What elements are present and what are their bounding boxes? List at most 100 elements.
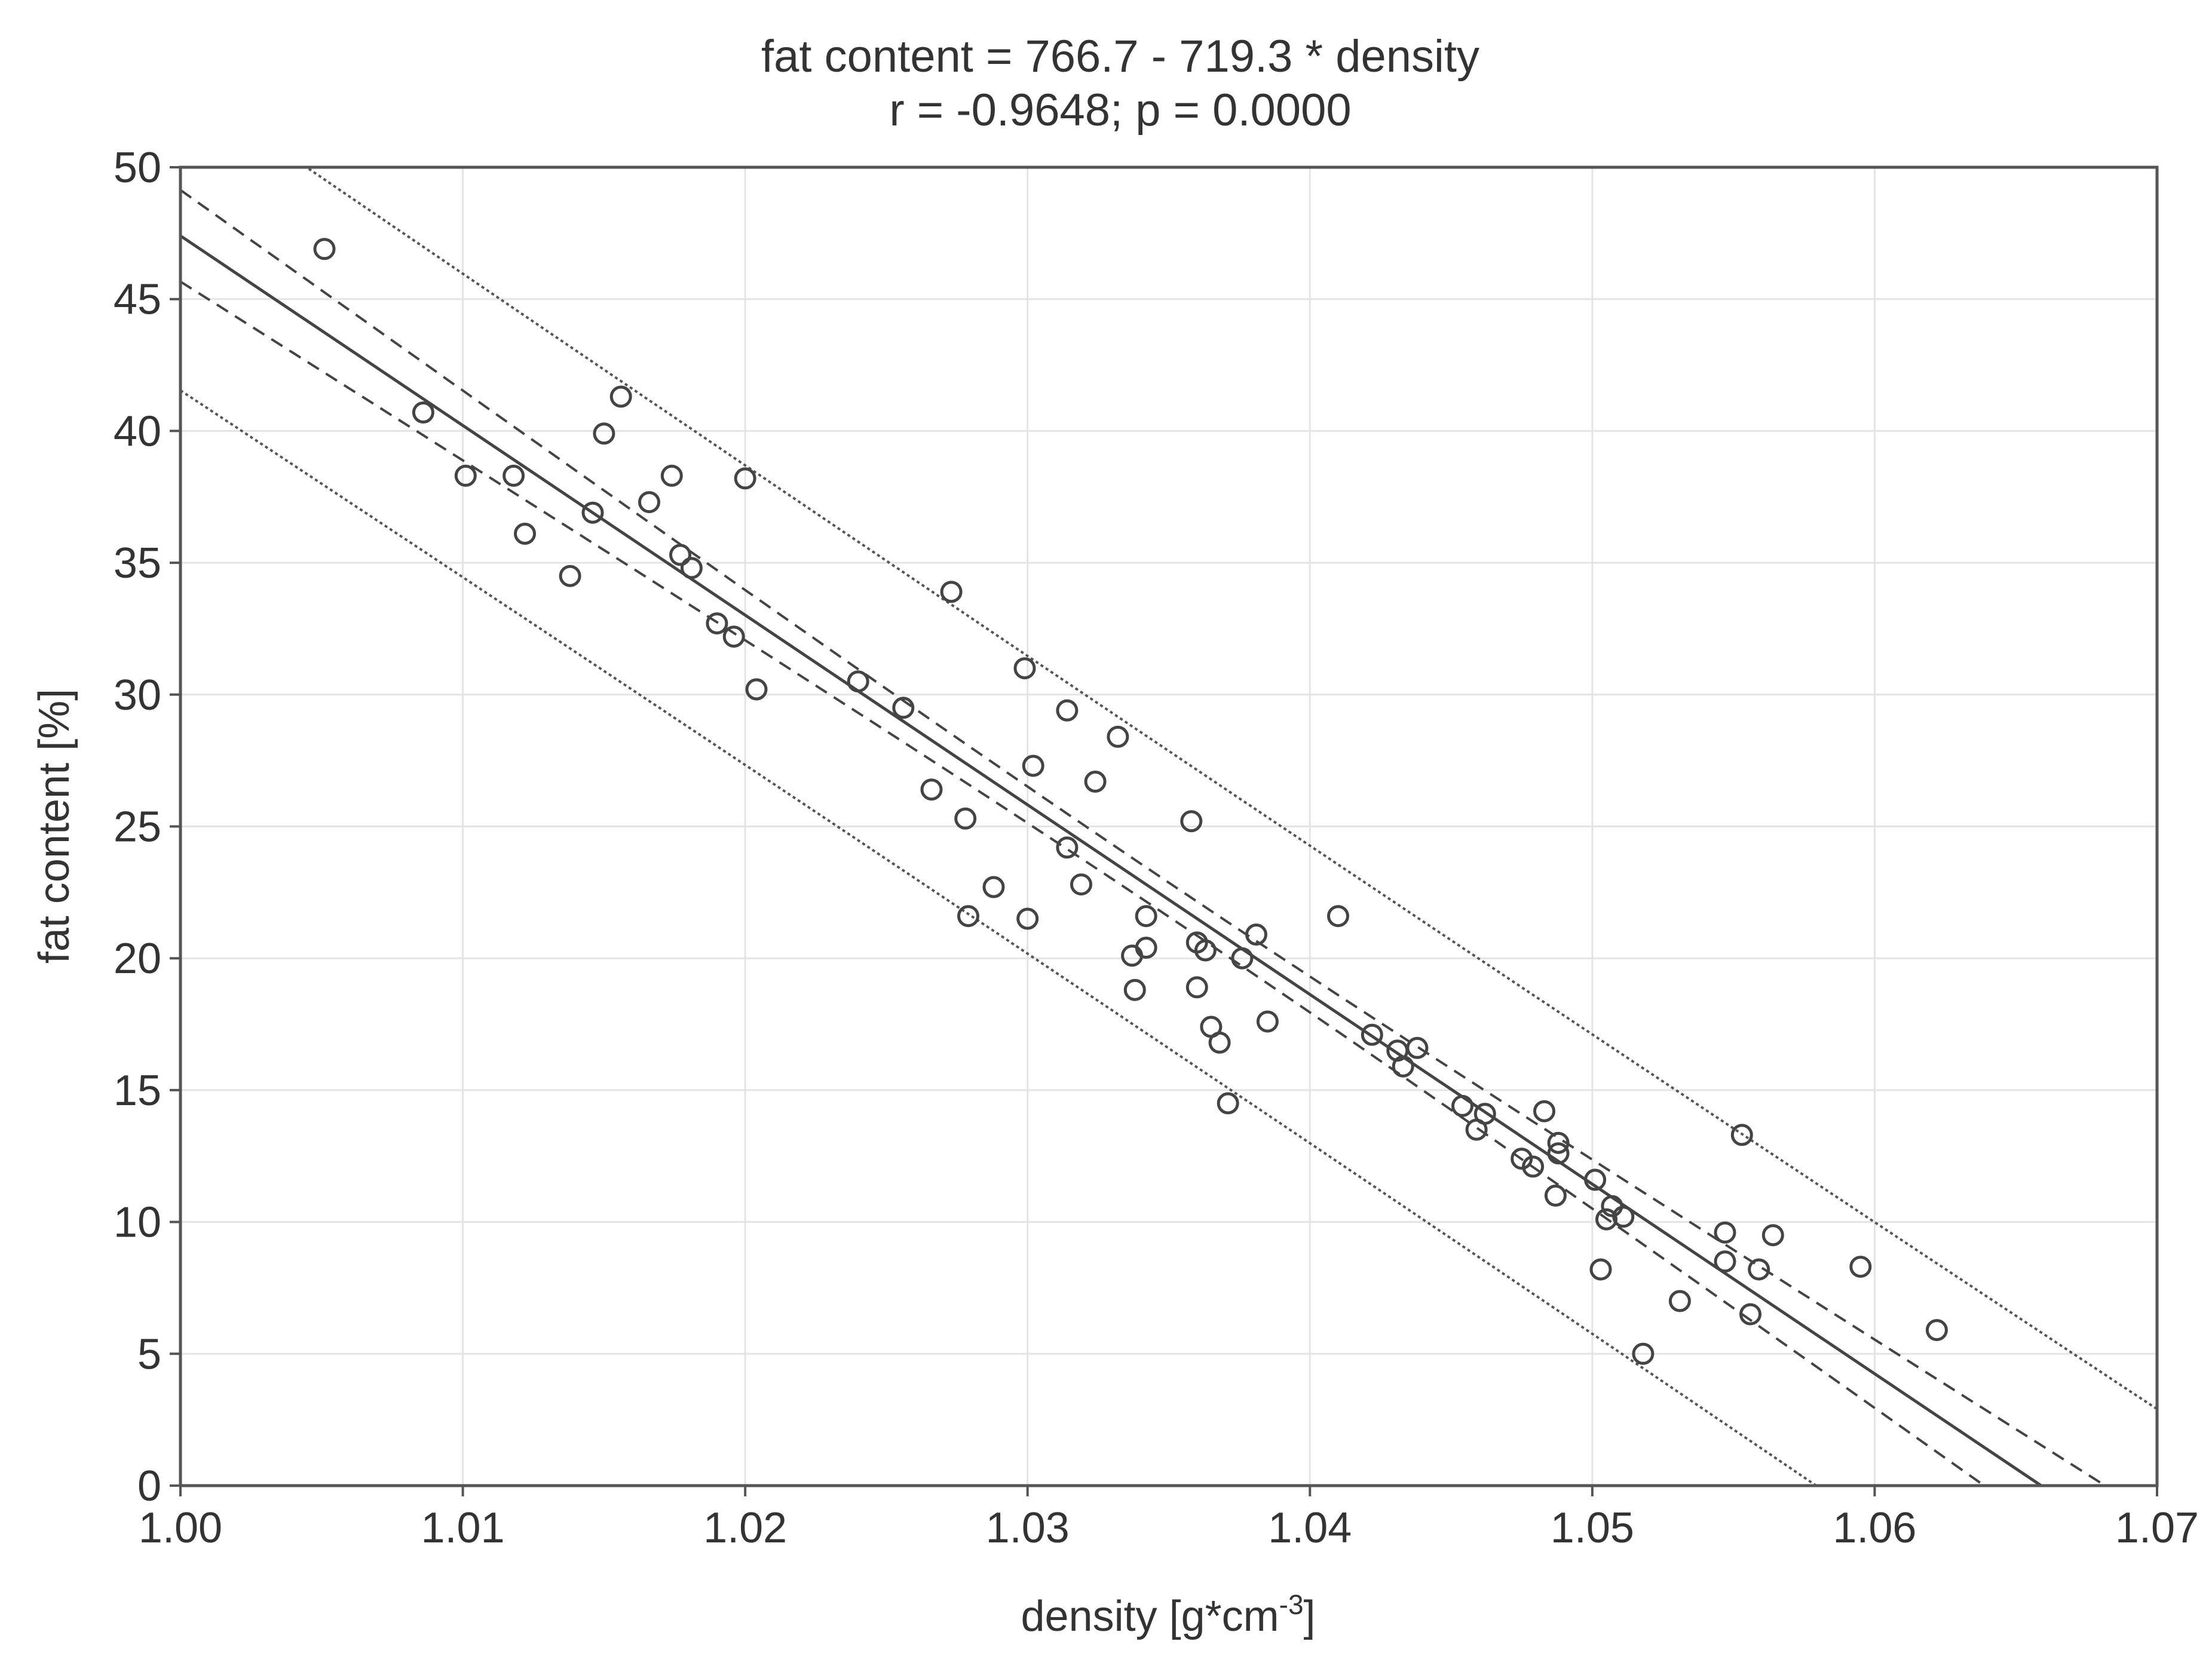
- data-point: [1217, 1092, 1239, 1115]
- data-point: [1544, 1185, 1567, 1207]
- y-tick-label: 30: [114, 671, 161, 719]
- chart-title: fat content = 766.7 - 719.3 * density: [761, 31, 1479, 82]
- data-point: [1730, 1124, 1753, 1146]
- regression-line: [180, 234, 2044, 1486]
- data-point: [1522, 1155, 1545, 1178]
- data-point: [1748, 1258, 1770, 1281]
- data-point: [1194, 939, 1217, 962]
- prediction-band-lower: [180, 389, 1819, 1486]
- data-point: [1107, 725, 1129, 748]
- data-point: [1739, 1303, 1761, 1326]
- data-point: [313, 238, 336, 260]
- y-tick-label: 0: [137, 1462, 161, 1510]
- data-point: [1714, 1221, 1736, 1244]
- y-tick-label: 10: [114, 1199, 161, 1247]
- data-point: [1231, 947, 1254, 970]
- y-tick-label: 5: [137, 1330, 161, 1378]
- data-point: [1761, 1224, 1784, 1247]
- data-point: [1056, 699, 1079, 722]
- prediction-band-upper: [304, 167, 2157, 1410]
- y-tick-label: 50: [114, 144, 161, 192]
- data-point: [503, 464, 525, 487]
- data-point: [514, 523, 536, 545]
- y-axis-label: fat content [%]: [30, 689, 78, 964]
- data-point: [1208, 1031, 1231, 1054]
- data-point: [1612, 1205, 1635, 1228]
- x-tick-label: 1.06: [1833, 1504, 1916, 1552]
- grid-lines: [180, 167, 2157, 1486]
- data-point: [920, 778, 943, 801]
- data-point: [722, 625, 745, 648]
- data-point: [1392, 1055, 1414, 1078]
- data-point: [1589, 1258, 1612, 1281]
- y-tick-label: 35: [114, 539, 161, 587]
- data-point: [593, 422, 615, 445]
- data-point: [734, 467, 756, 490]
- data-point: [1013, 657, 1036, 680]
- regression-lines: [180, 167, 2157, 1486]
- data-point: [1070, 873, 1092, 896]
- data-points: [313, 238, 1948, 1365]
- x-tick-label: 1.03: [986, 1504, 1070, 1552]
- data-point: [609, 385, 632, 408]
- chart-subtitle: r = -0.9648; p = 0.0000: [889, 85, 1351, 136]
- confidence-band-lower: [180, 280, 1987, 1486]
- x-tick-label: 1.02: [703, 1504, 787, 1552]
- data-point: [1714, 1250, 1736, 1273]
- data-point: [638, 491, 660, 514]
- data-point: [559, 565, 581, 587]
- data-point: [680, 557, 703, 579]
- data-point: [1533, 1100, 1555, 1122]
- data-point: [1925, 1319, 1948, 1342]
- data-point: [660, 464, 683, 487]
- x-tick-label: 1.04: [1268, 1504, 1352, 1552]
- data-point: [1451, 1094, 1473, 1117]
- data-point: [412, 401, 434, 424]
- data-point: [1547, 1131, 1570, 1154]
- data-point: [1406, 1036, 1429, 1059]
- y-tick-label: 40: [114, 407, 161, 455]
- data-point: [1056, 836, 1079, 859]
- data-point: [957, 905, 979, 928]
- y-tick-label: 15: [114, 1067, 161, 1115]
- data-point: [1473, 1103, 1496, 1125]
- x-tick-label: 1.07: [2115, 1504, 2199, 1552]
- x-axis-label-main: density [g*cm: [1021, 1593, 1279, 1640]
- y-tick-label: 20: [114, 935, 161, 983]
- data-point: [1584, 1168, 1607, 1191]
- data-point: [982, 876, 1005, 898]
- data-point: [847, 670, 869, 693]
- data-point: [1185, 976, 1208, 999]
- data-point: [892, 697, 915, 719]
- y-axis-ticks: 0 5 10 15 20 25 30 35 40 45 50: [114, 144, 180, 1510]
- y-tick-label: 45: [114, 276, 161, 324]
- data-point: [745, 678, 768, 701]
- data-point: [1084, 771, 1107, 793]
- y-tick-label: 25: [114, 803, 161, 851]
- data-point: [940, 581, 963, 603]
- data-point: [1016, 907, 1039, 930]
- data-point: [1245, 924, 1267, 946]
- data-point: [1361, 1023, 1383, 1046]
- data-point: [954, 807, 977, 830]
- data-point: [1595, 1208, 1617, 1231]
- data-point: [1123, 978, 1146, 1001]
- data-point: [1849, 1256, 1872, 1278]
- x-axis-label-end: ]: [1304, 1593, 1316, 1640]
- x-axis-label-superscript: -3: [1279, 1589, 1304, 1620]
- confidence-band-upper: [180, 189, 2107, 1486]
- data-point: [706, 612, 728, 635]
- x-tick-label: 1.00: [139, 1504, 222, 1552]
- data-point: [1327, 905, 1349, 928]
- data-point: [1256, 1010, 1279, 1033]
- data-point: [1135, 937, 1157, 959]
- data-point: [1668, 1290, 1691, 1312]
- data-point: [1632, 1342, 1655, 1365]
- data-point: [1135, 905, 1157, 928]
- data-point: [454, 464, 477, 487]
- x-axis-label: density [g*cm-3]: [1021, 1589, 1315, 1640]
- x-tick-label: 1.01: [421, 1504, 505, 1552]
- data-point: [1547, 1142, 1570, 1165]
- data-point: [669, 544, 691, 566]
